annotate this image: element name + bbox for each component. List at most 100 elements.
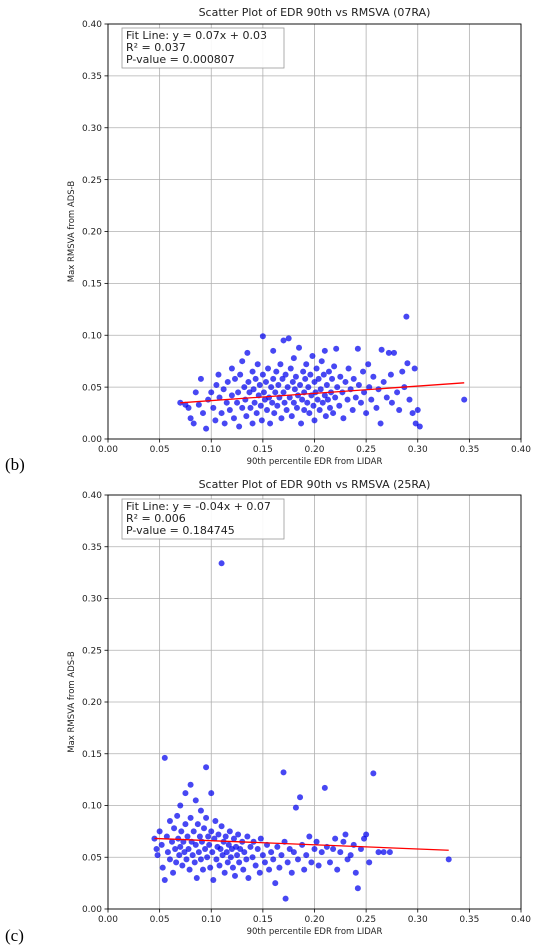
data-point — [219, 852, 226, 859]
data-point — [173, 859, 180, 866]
data-point — [257, 835, 264, 842]
data-point — [281, 399, 288, 406]
data-point — [301, 406, 308, 413]
data-point — [243, 856, 250, 863]
panel-label-c: (c) — [5, 926, 24, 945]
data-point — [321, 784, 328, 791]
y-tick-label: 0.15 — [82, 280, 102, 290]
data-point — [252, 375, 259, 382]
data-point — [352, 394, 359, 401]
data-point — [208, 389, 215, 396]
data-point — [175, 835, 182, 842]
data-point — [158, 841, 165, 848]
data-point — [283, 406, 290, 413]
data-point — [182, 821, 189, 828]
data-point — [254, 845, 261, 852]
data-point — [340, 838, 347, 845]
data-point — [252, 862, 259, 869]
data-point — [272, 389, 279, 396]
data-point — [370, 770, 377, 777]
data-point — [282, 895, 289, 902]
data-point — [344, 396, 351, 403]
plot-frame — [107, 494, 522, 910]
data-point — [253, 410, 260, 417]
data-point — [208, 828, 215, 835]
data-point — [296, 344, 303, 351]
data-point — [312, 389, 319, 396]
data-point — [326, 859, 333, 866]
data-point — [280, 337, 287, 344]
data-point — [218, 560, 225, 567]
data-point — [192, 797, 199, 804]
fit-annotation-box — [121, 498, 285, 540]
data-point — [208, 790, 215, 797]
data-point — [235, 831, 242, 838]
y-axis-label: Max RMSVA from ADS-B — [67, 651, 77, 753]
data-point — [161, 877, 168, 884]
data-point — [373, 404, 380, 411]
data-point — [172, 845, 179, 852]
data-point — [313, 365, 320, 372]
data-point — [184, 833, 191, 840]
data-point — [280, 389, 287, 396]
data-point — [195, 849, 202, 856]
data-point — [265, 365, 272, 372]
data-point — [303, 361, 310, 368]
fit-annotation-line: P-value = 0.000807 — [126, 53, 235, 66]
data-point — [291, 386, 298, 393]
data-point — [254, 361, 261, 368]
data-point — [352, 869, 359, 876]
data-point — [205, 833, 212, 840]
data-point — [249, 420, 256, 427]
data-point — [297, 794, 304, 801]
data-point — [241, 384, 248, 391]
data-point — [235, 389, 242, 396]
data-point — [246, 389, 253, 396]
data-point — [234, 399, 241, 406]
x-tick-label: 0.40 — [511, 445, 531, 455]
x-tick-label: 0.40 — [511, 915, 531, 925]
data-point — [266, 394, 273, 401]
data-point — [345, 365, 352, 372]
x-axis-label: 90th percentile EDR from LIDAR — [247, 927, 383, 937]
data-point — [216, 394, 223, 401]
data-point — [223, 399, 230, 406]
data-point — [274, 843, 281, 850]
data-point — [236, 859, 243, 866]
data-point — [259, 371, 266, 378]
x-tick-label: 0.10 — [201, 445, 221, 455]
data-point — [266, 866, 273, 873]
data-point — [342, 378, 349, 385]
data-point — [331, 363, 338, 370]
scatter-panel-25ra: 0.00 0.05 0.10 0.15 0.20 0.25 0.30 0.35 0.40 0.00… — [67, 478, 531, 937]
data-point — [391, 349, 398, 356]
data-point — [176, 852, 183, 859]
data-point — [210, 404, 217, 411]
data-point — [375, 849, 382, 856]
data-point — [286, 394, 293, 401]
data-point — [334, 866, 341, 873]
data-point — [363, 831, 370, 838]
data-point — [222, 833, 229, 840]
data-point — [274, 402, 281, 409]
data-point — [205, 396, 212, 403]
data-point — [349, 406, 356, 413]
data-point — [260, 389, 267, 396]
data-point — [239, 404, 246, 411]
data-point — [170, 869, 177, 876]
data-point — [340, 415, 347, 422]
x-tick-label: 0.10 — [201, 915, 221, 925]
data-point — [226, 406, 233, 413]
y-tick-label: 0.00 — [82, 905, 102, 915]
data-point — [237, 845, 244, 852]
data-point — [221, 420, 228, 427]
y-tick-label: 0.30 — [82, 595, 102, 605]
data-point — [303, 852, 310, 859]
data-point — [217, 845, 224, 852]
data-point — [228, 365, 235, 372]
data-point — [354, 345, 361, 352]
data-point — [357, 399, 364, 406]
data-point — [195, 401, 202, 408]
data-point — [187, 781, 194, 788]
data-point — [280, 769, 287, 776]
